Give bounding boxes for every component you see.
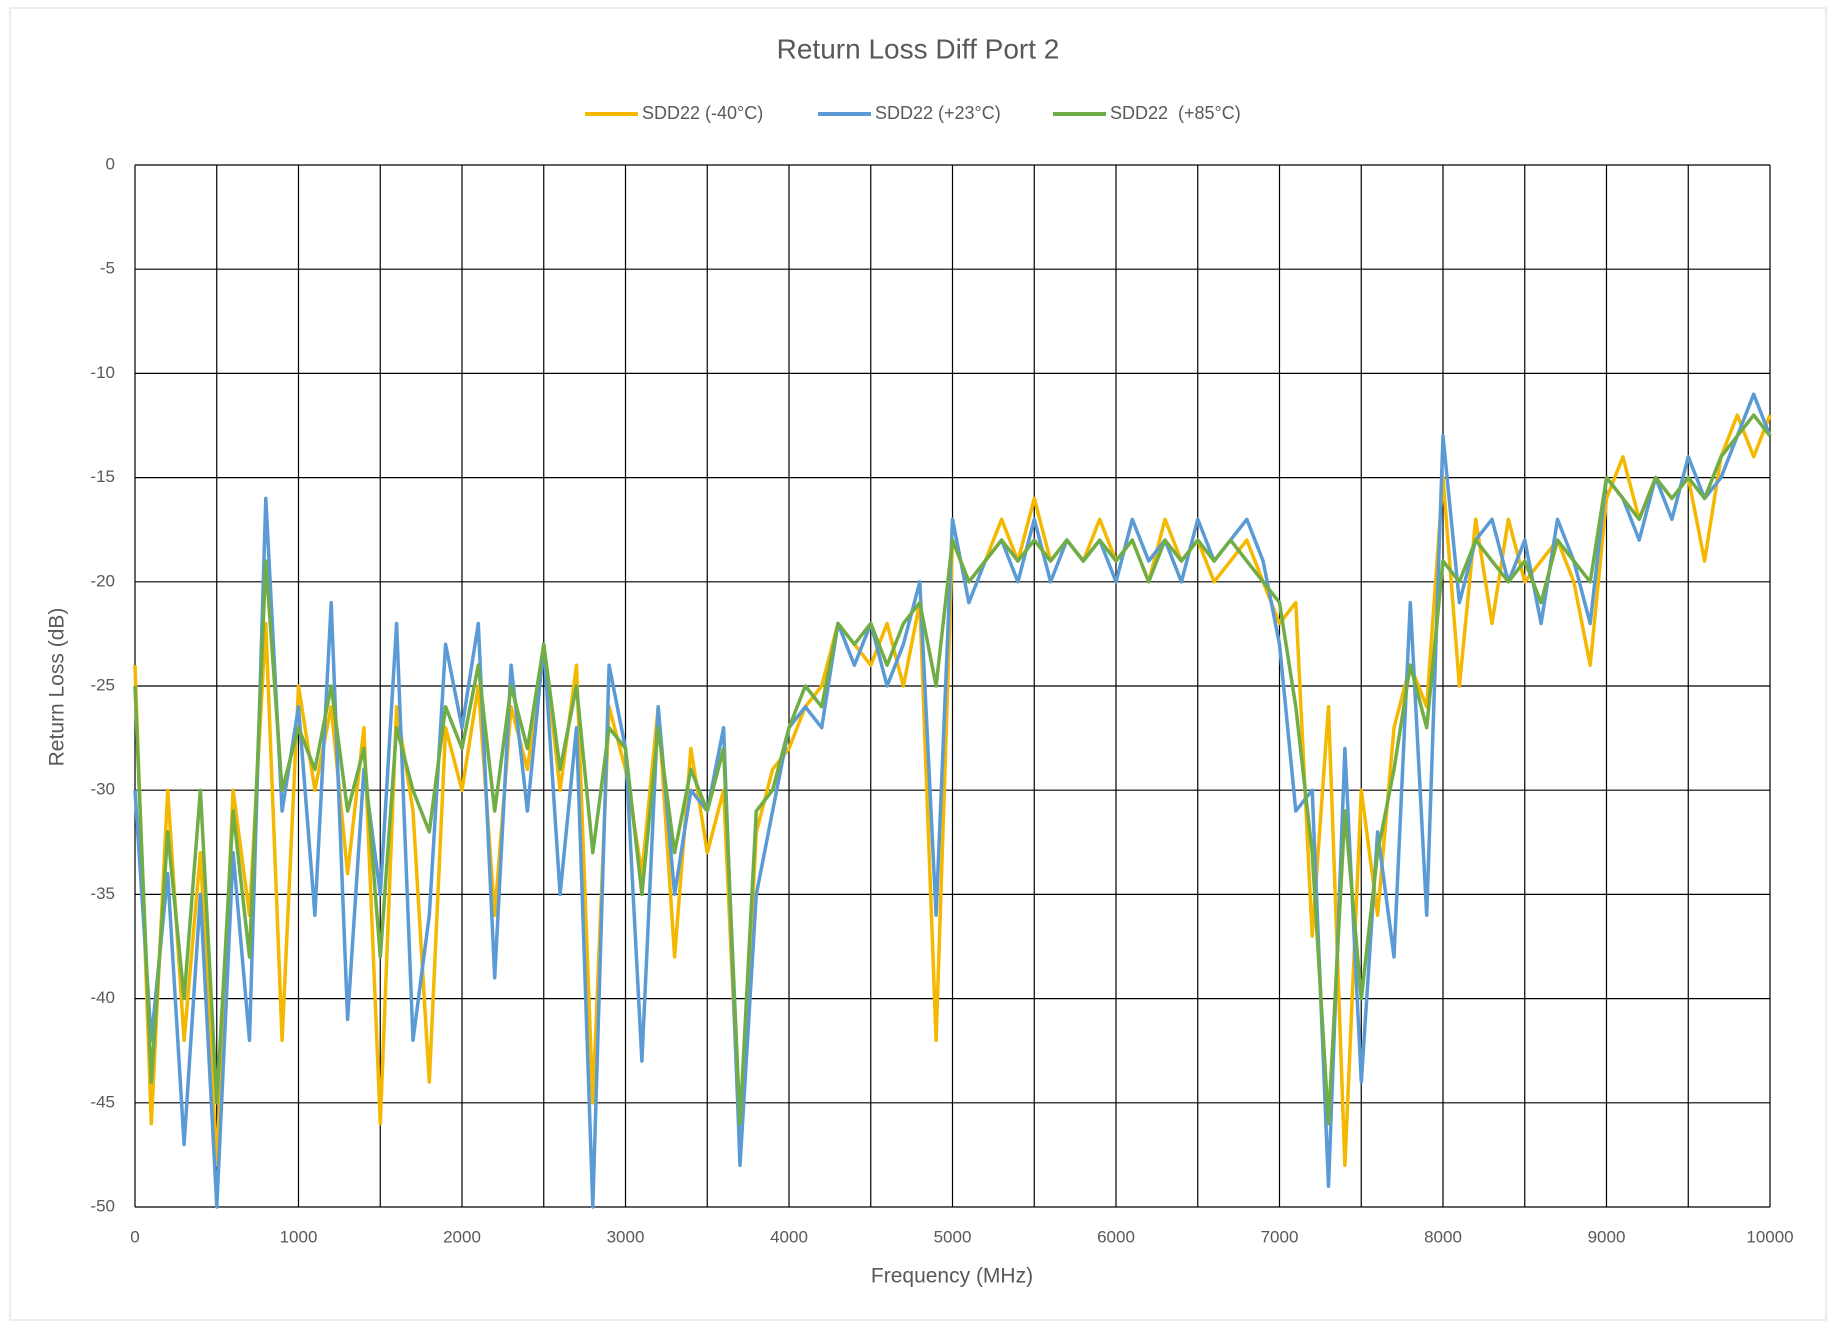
y-tick-label: 0	[106, 154, 115, 173]
chart-border	[9, 7, 1827, 1321]
y-tick-label: -35	[90, 884, 115, 903]
x-tick-label: 2000	[443, 1227, 481, 1246]
y-tick-label: -45	[90, 1092, 115, 1111]
x-tick-label: 6000	[1097, 1227, 1135, 1246]
y-tick-label: -15	[90, 467, 115, 486]
y-tick-label: -25	[90, 675, 115, 694]
legend-label: SDD22 (+85°C)	[1110, 103, 1241, 123]
y-axis-label: Return Loss (dB)	[46, 608, 69, 767]
series-line	[133, 392, 1772, 1209]
x-tick-label: 10000	[1746, 1227, 1793, 1246]
x-tick-label: 5000	[934, 1227, 972, 1246]
chart-title: Return Loss Diff Port 2	[777, 33, 1060, 64]
x-axis-label: Frequency (MHz)	[871, 1265, 1033, 1288]
legend-label: SDD22 (+23°C)	[875, 103, 1001, 123]
x-tick-label: 4000	[770, 1227, 808, 1246]
x-tick-label: 8000	[1424, 1227, 1462, 1246]
y-tick-label: -40	[90, 988, 115, 1007]
legend-label: SDD22 (-40°C)	[642, 103, 763, 123]
x-tick-label: 9000	[1588, 1227, 1626, 1246]
series-line	[133, 413, 1772, 1126]
y-tick-label: -20	[90, 571, 115, 590]
x-tick-label: 7000	[1261, 1227, 1299, 1246]
y-tick-label: -30	[90, 780, 115, 799]
x-tick-label: 3000	[607, 1227, 645, 1246]
y-tick-label: -10	[90, 363, 115, 382]
y-tick-label: -50	[90, 1196, 115, 1215]
x-tick-label: 0	[130, 1227, 139, 1246]
y-tick-label: -5	[100, 259, 115, 278]
x-tick-label: 1000	[280, 1227, 318, 1246]
